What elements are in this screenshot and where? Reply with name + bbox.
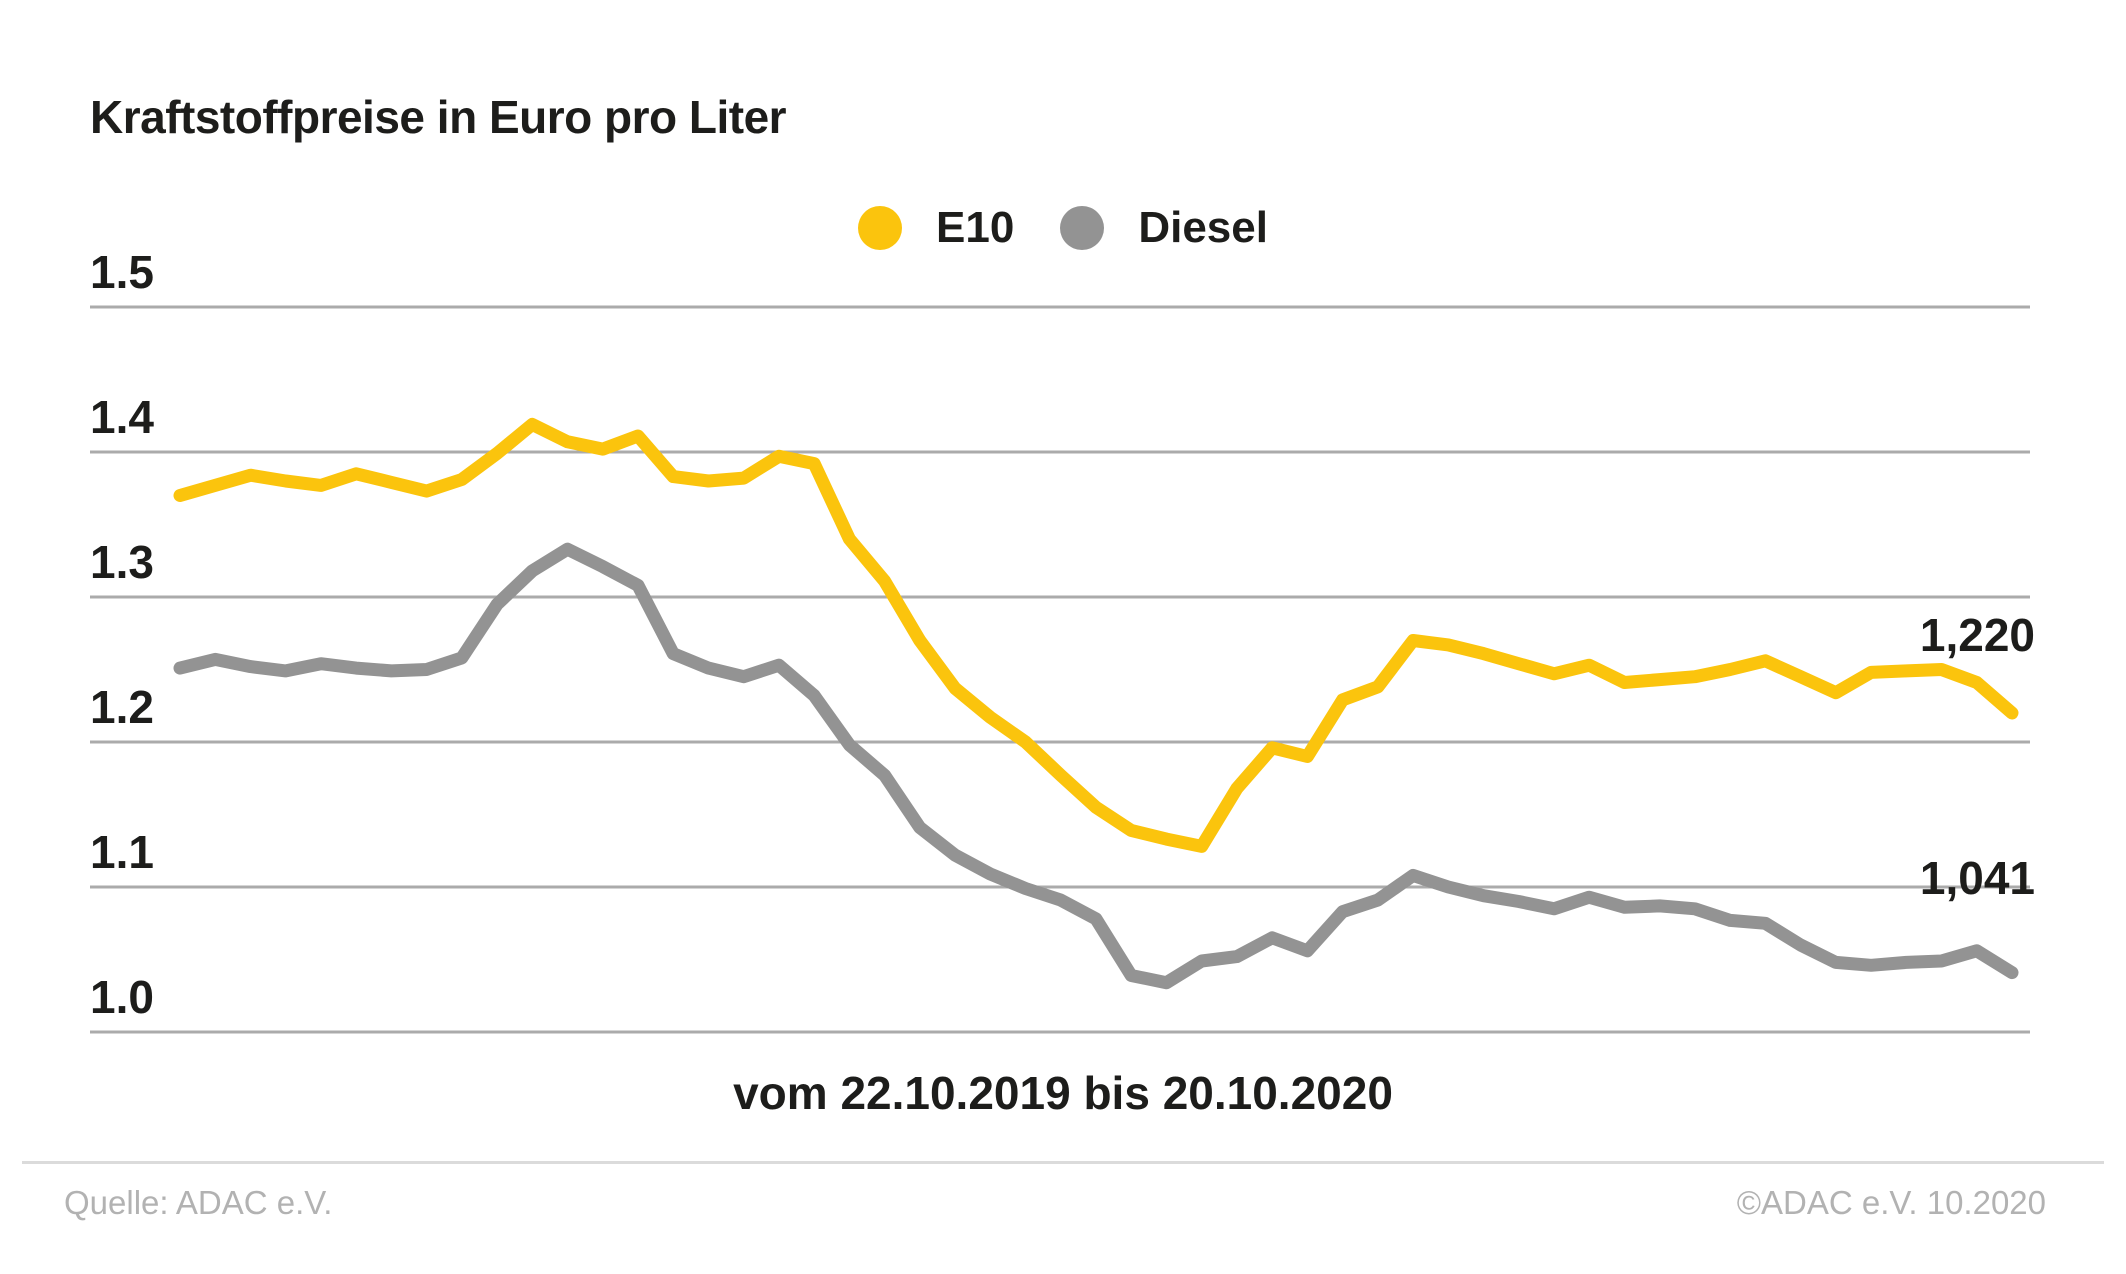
y-axis-label: 1.1 (90, 826, 154, 878)
e10-line (173, 417, 2019, 853)
footer-copyright: ©ADAC e.V. 10.2020 (1736, 1184, 2046, 1221)
diesel-end-value-label: 1,041 (1919, 852, 2035, 904)
y-axis-label: 1.3 (90, 536, 154, 588)
e10-end-value-label: 1,220 (1919, 609, 2035, 661)
diesel-line (173, 542, 2019, 990)
y-axis-label: 1.5 (90, 246, 154, 298)
y-axis-label: 1.4 (90, 391, 154, 443)
chart-title: Kraftstoffpreise in Euro pro Liter (90, 91, 787, 143)
x-axis-caption: vom 22.10.2019 bis 20.10.2020 (733, 1067, 1393, 1119)
gridlines (90, 305, 2030, 1034)
footer-source: Quelle: ADAC e.V. (64, 1184, 333, 1221)
footer-divider (22, 1161, 2104, 1164)
y-axis-label: 1.0 (90, 971, 154, 1023)
y-axis-label: 1.2 (90, 681, 154, 733)
